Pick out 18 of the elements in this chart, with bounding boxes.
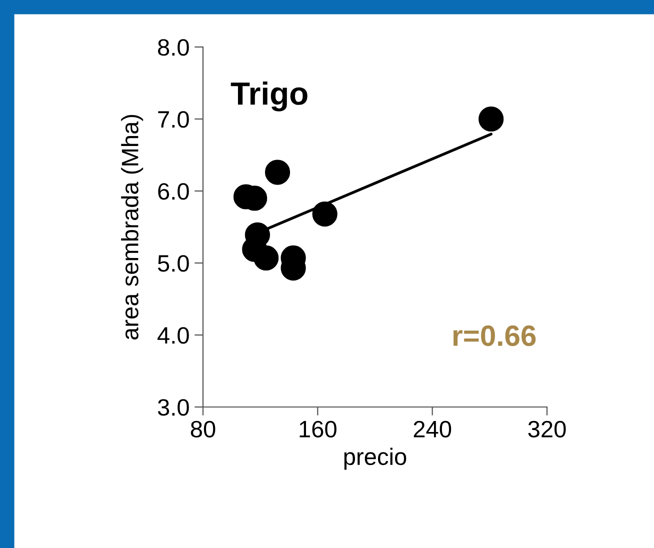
- y-tick-label: 7.0: [158, 111, 189, 128]
- x-tick-label: 320: [528, 420, 566, 438]
- annotation: r=0.66: [453, 325, 536, 346]
- y-tick-label: 4.0: [158, 327, 189, 344]
- x-tick-label: 160: [300, 420, 336, 438]
- y-axis-title: area sembrada (Mha): [121, 114, 144, 340]
- x-tick-label: 80: [190, 420, 216, 438]
- point: [312, 201, 338, 227]
- y-tick-label: 8.0: [158, 39, 189, 56]
- x-axis-title: precio: [344, 448, 406, 470]
- y-tick-label: 6.0: [158, 183, 189, 200]
- text: Trigo: [230, 81, 308, 112]
- point: [264, 160, 290, 185]
- point: [254, 245, 279, 271]
- y-tick-label: 3.0: [158, 399, 189, 416]
- point: [478, 106, 504, 132]
- y-tick-label: 5.0: [158, 255, 189, 272]
- x-tick-label: 240: [414, 420, 452, 438]
